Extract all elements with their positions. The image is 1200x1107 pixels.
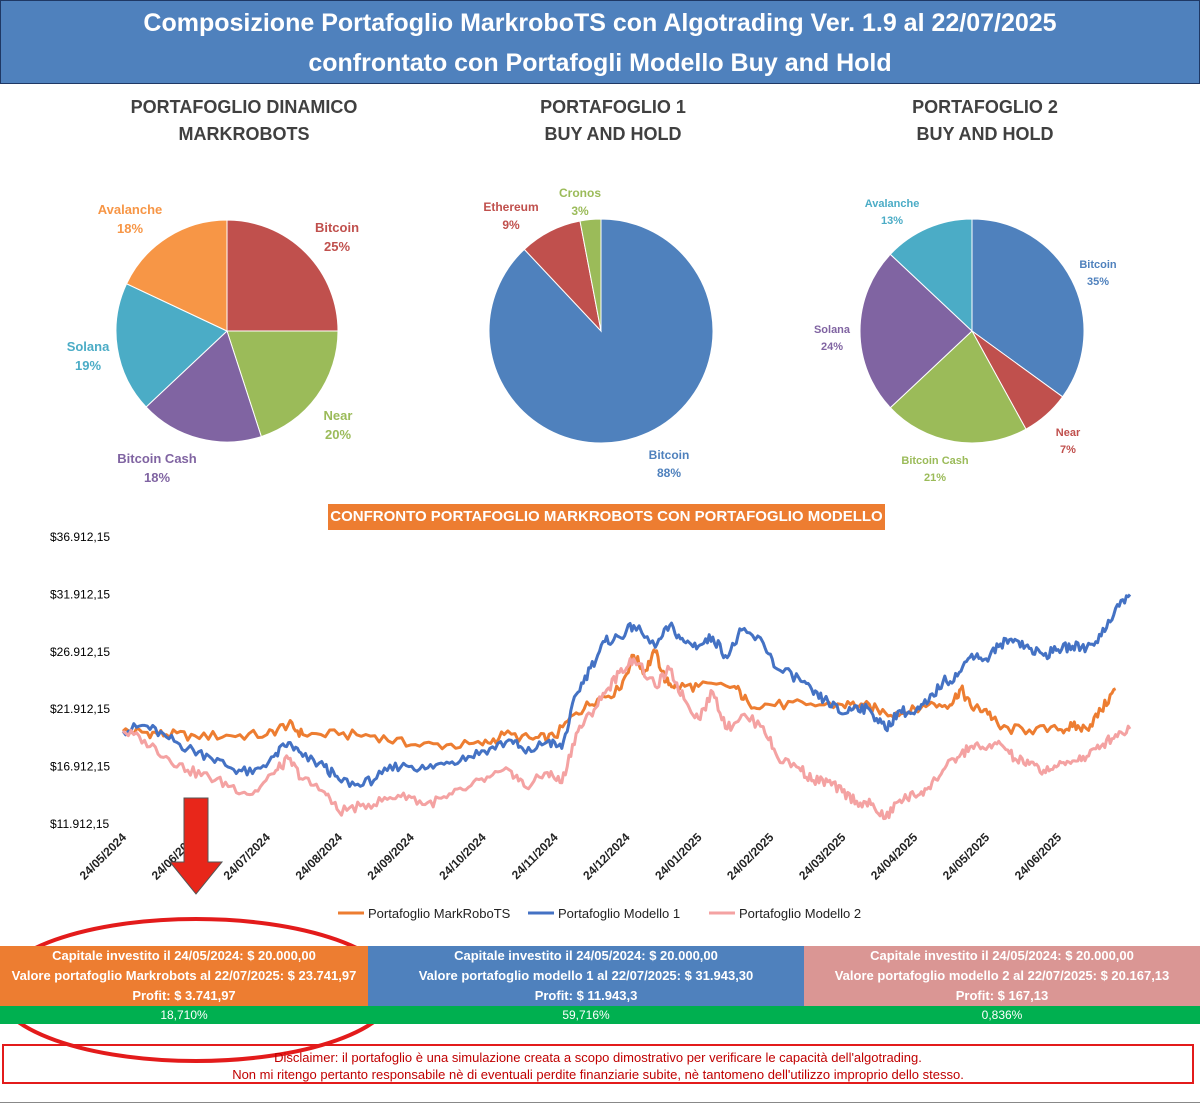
summary-value: Valore portafoglio modello 2 al 22/07/20… [834, 968, 1170, 983]
pie-chart-portfolio2: Bitcoin 35% Near 7% Bitcoin Cash 21% Solana 24%… [814, 198, 1117, 484]
summary-capital: Capitale investito il 24/05/2024: $ 20.0… [52, 948, 316, 963]
y-tick-label: $36.912,15 [50, 530, 110, 544]
pie-slice-solana [115, 283, 228, 408]
series-line-2 [122, 657, 1132, 821]
x-tick-label: 24/05/2024 [77, 830, 130, 883]
pie-label-name: Bitcoin [315, 220, 359, 235]
pie-title-portfolio2: PORTAFOGLIO 2 BUY AND HOLD [835, 94, 1135, 148]
x-tick-label: 24/07/2024 [221, 830, 274, 883]
summary-capital: Capitale investito il 24/05/2024: $ 20.0… [870, 948, 1134, 963]
pie-slice-bitcoin [971, 218, 1085, 398]
pie-title-line: PORTAFOGLIO 2 [912, 97, 1058, 117]
pie-title-markrobots: PORTAFOGLIO DINAMICO MARKROBOTS [94, 94, 394, 148]
pie-label-percent: 21% [924, 472, 946, 484]
pie-title-portfolio1: PORTAFOGLIO 1 BUY AND HOLD [463, 94, 763, 148]
summary-portfolio2: Capitale investito il 24/05/2024: $ 20.0… [804, 946, 1200, 1006]
y-tick-label: $31.912,15 [50, 587, 110, 601]
pie-slice-avalanche [889, 218, 973, 333]
series-line-1 [121, 593, 1132, 788]
summary-profit: Profit: $ 167,13 [955, 988, 1049, 1003]
pie-label-name: Avalanche [98, 202, 163, 217]
summary-value: Valore portafoglio Markrobots al 22/07/2… [11, 968, 357, 983]
pie-label-percent: 19% [75, 358, 101, 373]
page-header: Composizione Portafoglio MarkroboTS con … [0, 0, 1200, 84]
x-tick-label: 24/01/2025 [652, 830, 705, 883]
pie-chart-portfolio1: Bitcoin 88% Ethereum 9% Cronos 3% [483, 186, 714, 480]
pie-slice-cronos [579, 218, 602, 332]
pie-label-percent: 24% [821, 341, 843, 353]
legend-label: Portafoglio Modello 1 [558, 906, 680, 921]
x-tick-label: 24/11/2024 [509, 830, 561, 882]
pie-label-name: Bitcoin [649, 448, 690, 462]
x-tick-label: 24/03/2025 [796, 830, 849, 883]
pie-label-name: Bitcoin Cash [901, 455, 969, 467]
pie-label-percent: 18% [117, 221, 143, 236]
pie-label-percent: 88% [657, 466, 681, 480]
pie-label-percent: 18% [144, 470, 170, 485]
pie-title-line: PORTAFOGLIO DINAMICO [130, 97, 358, 117]
x-tick-label: 24/10/2024 [436, 830, 489, 883]
pie-title-line: BUY AND HOLD [544, 124, 682, 144]
x-tick-label: 24/05/2025 [940, 830, 993, 883]
percent-markrobots: 18,710% [0, 1006, 368, 1024]
pie-label-percent: 7% [1060, 444, 1076, 456]
series-line-0 [122, 648, 1117, 751]
pie-label-percent: 20% [325, 427, 351, 442]
disclaimer-line2: Non mi ritengo pertanto responsabile nè … [232, 1067, 964, 1082]
pie-slice-avalanche [125, 219, 228, 332]
pie-slice-bitcoin-cash [889, 330, 1027, 444]
comparison-chart-title: CONFRONTO PORTAFOGLIO MARKROBOTS CON POR… [328, 504, 885, 530]
bottom-divider [0, 1102, 1200, 1103]
header-title-line2: confrontato con Portafogli Modello Buy a… [308, 49, 892, 77]
pie-title-line: BUY AND HOLD [916, 124, 1054, 144]
pie-label-percent: 3% [571, 204, 589, 218]
summary-portfolio1: Capitale investito il 24/05/2024: $ 20.0… [368, 946, 804, 1006]
x-tick-label: 24/09/2024 [364, 830, 417, 883]
x-tick-label: 24/12/2024 [580, 830, 633, 883]
pie-chart-markrobots: Bitcoin 25% Near 20% Bitcoin Cash 18% Solana 19… [67, 202, 359, 485]
disclaimer-line1: Disclaimer: il portafoglio è una simulaz… [274, 1050, 922, 1065]
pie-title-line: PORTAFOGLIO 1 [540, 97, 686, 117]
x-tick-label: 24/04/2025 [868, 830, 921, 883]
pie-label-percent: 9% [502, 218, 520, 232]
percent-portfolio2: 0,836% [804, 1006, 1200, 1024]
summary-value: Valore portafoglio modello 1 al 22/07/20… [418, 968, 754, 983]
y-tick-label: $26.912,15 [50, 645, 110, 659]
pie-label-percent: 35% [1087, 276, 1109, 288]
pie-label-name: Solana [67, 339, 110, 354]
pie-label-name: Cronos [559, 186, 601, 200]
pie-label-name: Solana [814, 324, 851, 336]
summary-profit: Profit: $ 11.943,3 [534, 988, 638, 1003]
summary-profit: Profit: $ 3.741,97 [132, 988, 236, 1003]
pie-title-line: MARKROBOTS [178, 124, 310, 144]
y-tick-label: $16.912,15 [50, 760, 110, 774]
pie-label-name: Near [324, 408, 353, 423]
pie-label-name: Bitcoin [1079, 259, 1117, 271]
summary-capital: Capitale investito il 24/05/2024: $ 20.0… [454, 948, 718, 963]
pie-label-percent: 25% [324, 239, 350, 254]
header-title-line1: Composizione Portafoglio MarkroboTS con … [143, 9, 1057, 37]
pie-label-name: Avalanche [865, 198, 920, 210]
legend-label: Portafoglio Modello 2 [739, 906, 861, 921]
x-tick-label: 24/08/2024 [293, 830, 346, 883]
down-arrow-icon [168, 797, 224, 895]
pie-slice-near [226, 330, 339, 438]
pie-label-name: Near [1056, 427, 1081, 439]
percent-portfolio1: 59,716% [368, 1006, 804, 1024]
summary-markrobots: Capitale investito il 24/05/2024: $ 20.0… [0, 946, 368, 1006]
pie-label-percent: 13% [881, 215, 903, 227]
pie-slice-solana [859, 253, 973, 409]
pie-slice-bitcoin-cash [145, 330, 262, 443]
y-tick-label: $11.912,15 [50, 817, 109, 831]
x-tick-label: 24/06/2025 [1012, 830, 1065, 883]
pie-slice-bitcoin [226, 219, 339, 332]
y-tick-label: $21.912,15 [50, 702, 110, 716]
x-tick-label: 24/02/2025 [724, 830, 777, 883]
pie-label-name: Bitcoin Cash [117, 451, 197, 466]
pie-label-name: Ethereum [483, 200, 538, 214]
disclaimer: Disclaimer: il portafoglio è una simulaz… [2, 1044, 1194, 1084]
legend-label: Portafoglio MarkRoboTS [368, 906, 511, 921]
